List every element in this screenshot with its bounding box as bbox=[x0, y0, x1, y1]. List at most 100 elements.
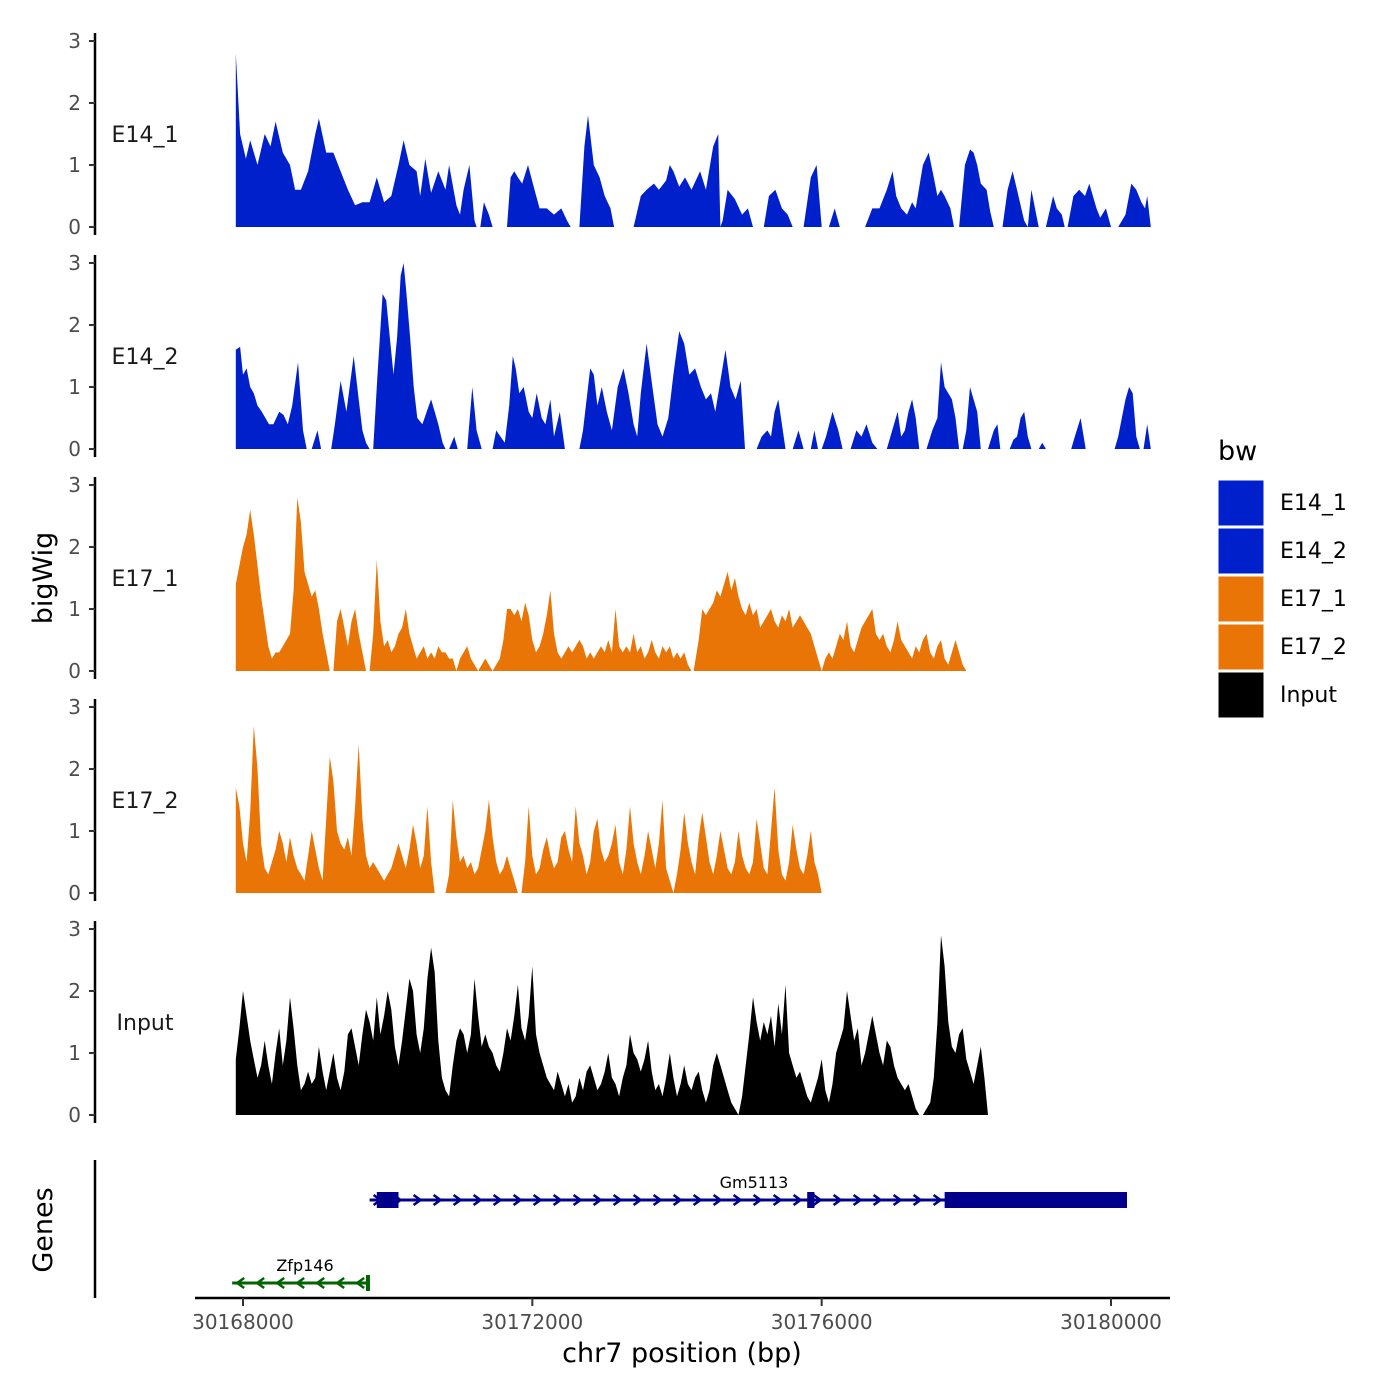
track-e17-2: 0 1 2 3 E17_2 bbox=[68, 695, 829, 905]
y-tick-label: 0 bbox=[68, 215, 81, 239]
strand-chevron bbox=[672, 1193, 683, 1207]
legend-swatch-input bbox=[1217, 671, 1265, 719]
y-tick-label: 1 bbox=[68, 1041, 81, 1065]
track-e14-2: 0 1 2 3 E14_2 bbox=[68, 251, 1151, 461]
y-tick-label: 3 bbox=[68, 29, 81, 53]
gene-gm5113: Gm5113 bbox=[369, 1173, 1127, 1208]
strand-chevron bbox=[812, 1193, 823, 1207]
legend-swatch-e17-2 bbox=[1217, 623, 1265, 671]
y-tick-label: 1 bbox=[68, 597, 81, 621]
y-tick-label: 0 bbox=[68, 881, 81, 905]
strand-chevron bbox=[852, 1193, 863, 1207]
legend-swatch-e14-1 bbox=[1217, 479, 1265, 527]
x-tick-label: 30176000 bbox=[771, 1310, 873, 1334]
strand-chevron bbox=[752, 1193, 763, 1207]
legend-label-e14-1: E14_1 bbox=[1280, 491, 1347, 516]
y-tick-label: 0 bbox=[68, 437, 81, 461]
legend: bw E14_1 E14_2 E17_1 E17_2 Input bbox=[1217, 436, 1347, 719]
x-tick-label: 30172000 bbox=[481, 1310, 583, 1334]
y-tick-label: 2 bbox=[68, 91, 81, 115]
y-tick-label: 1 bbox=[68, 375, 81, 399]
track-e17-1: 0 1 2 3 E17_1 bbox=[68, 473, 971, 683]
track-label-e17-1: E17_1 bbox=[112, 567, 179, 592]
legend-swatch-e14-2 bbox=[1217, 527, 1265, 575]
strand-chevron bbox=[712, 1193, 723, 1207]
gene-zfp146: Zfp146 bbox=[232, 1256, 370, 1291]
y-tick-label: 1 bbox=[68, 819, 81, 843]
strand-chevron bbox=[912, 1193, 923, 1207]
y-tick-label: 2 bbox=[68, 535, 81, 559]
y-tick-label: 3 bbox=[68, 695, 81, 719]
gene-label-gm5113: Gm5113 bbox=[720, 1173, 789, 1192]
strand-chevron bbox=[334, 1276, 345, 1290]
coverage-tracks: 0 1 2 3 E14_1 0 1 2 3 E14_2 0 1 2 3 E17_1 0 1 2 3 E17_2 0 1 2 3… bbox=[68, 29, 1151, 1127]
strand-chevron bbox=[354, 1276, 365, 1290]
coverage-area-e14-1 bbox=[235, 53, 1151, 228]
track-label-e14-2: E14_2 bbox=[112, 345, 179, 370]
track-input: 0 1 2 3 Input bbox=[68, 917, 992, 1127]
x-axis-title: chr7 position (bp) bbox=[562, 1338, 802, 1369]
strand-chevron bbox=[314, 1276, 325, 1290]
gene-label-zfp146: Zfp146 bbox=[276, 1256, 333, 1275]
legend-title: bw bbox=[1218, 436, 1257, 467]
strand-chevron bbox=[234, 1276, 245, 1290]
strand-chevron bbox=[432, 1193, 443, 1207]
strand-chevron bbox=[772, 1193, 783, 1207]
coverage-area-e14-2 bbox=[235, 263, 1151, 449]
coverage-area-e17-1 bbox=[235, 497, 971, 671]
strand-chevron bbox=[452, 1193, 463, 1207]
y-tick-label: 3 bbox=[68, 917, 81, 941]
track-label-e14-1: E14_1 bbox=[112, 123, 179, 148]
gene-panel-title: Genes bbox=[28, 1187, 59, 1272]
strand-chevron bbox=[492, 1193, 503, 1207]
track-label-input: Input bbox=[117, 1011, 174, 1036]
track-label-e17-2: E17_2 bbox=[112, 789, 179, 814]
strand-chevron bbox=[892, 1193, 903, 1207]
x-axis: 30168000 30172000 30176000 30180000 bbox=[192, 1296, 1170, 1334]
x-tick-label: 30180000 bbox=[1060, 1310, 1162, 1334]
y-tick-label: 0 bbox=[68, 1103, 81, 1127]
track-e14-1: 0 1 2 3 E14_1 bbox=[68, 29, 1151, 239]
coverage-area-e17-2 bbox=[235, 725, 829, 893]
y-tick-label: 0 bbox=[68, 659, 81, 683]
strand-chevron bbox=[872, 1193, 883, 1207]
y-tick-label: 2 bbox=[68, 979, 81, 1003]
strand-chevron bbox=[552, 1193, 563, 1207]
y-tick-label: 3 bbox=[68, 473, 81, 497]
strand-chevron bbox=[532, 1193, 543, 1207]
strand-chevron bbox=[254, 1276, 265, 1290]
strand-chevron bbox=[932, 1193, 943, 1207]
strand-chevron bbox=[832, 1193, 843, 1207]
strand-chevron bbox=[472, 1193, 483, 1207]
strand-chevron bbox=[792, 1193, 803, 1207]
legend-swatch-e17-1 bbox=[1217, 575, 1265, 623]
coverage-area-input bbox=[235, 935, 992, 1115]
gene-exon bbox=[376, 1192, 399, 1208]
x-tick-label: 30168000 bbox=[192, 1310, 294, 1334]
y-tick-label: 3 bbox=[68, 251, 81, 275]
y-tick-label: 2 bbox=[68, 757, 81, 781]
strand-chevron bbox=[274, 1276, 285, 1290]
y-tick-label: 1 bbox=[68, 153, 81, 177]
strand-chevron bbox=[612, 1193, 623, 1207]
legend-label-e17-2: E17_2 bbox=[1280, 635, 1347, 660]
legend-label-e17-1: E17_1 bbox=[1280, 587, 1347, 612]
strand-chevron bbox=[412, 1193, 423, 1207]
strand-chevron bbox=[632, 1193, 643, 1207]
y-axis-title: bigWig bbox=[28, 532, 59, 625]
strand-chevron bbox=[652, 1193, 663, 1207]
y-tick-label: 2 bbox=[68, 313, 81, 337]
strand-chevron bbox=[512, 1193, 523, 1207]
gene-exon bbox=[365, 1275, 370, 1291]
gene-exon bbox=[807, 1192, 815, 1208]
gene-annotation-panel: Zfp146 Gm5113 bbox=[93, 1160, 1127, 1298]
legend-label-e14-2: E14_2 bbox=[1280, 539, 1347, 564]
strand-chevron bbox=[732, 1193, 743, 1207]
legend-label-input: Input bbox=[1280, 683, 1337, 708]
strand-chevron bbox=[692, 1193, 703, 1207]
strand-chevron bbox=[592, 1193, 603, 1207]
strand-chevron bbox=[572, 1193, 583, 1207]
gene-exon bbox=[944, 1192, 1127, 1208]
strand-chevron bbox=[294, 1276, 305, 1290]
